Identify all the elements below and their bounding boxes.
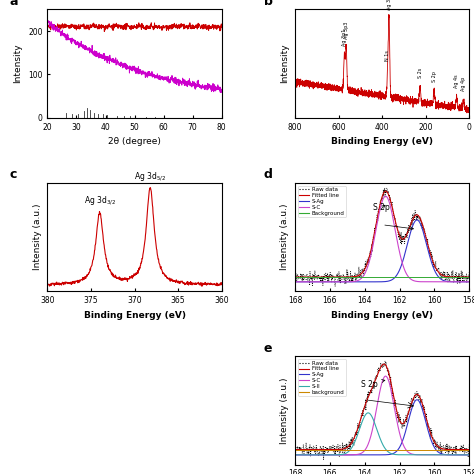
Legend: Raw data, Fitted line, S-Ag, S-C, Background: Raw data, Fitted line, S-Ag, S-C, Backgr… [298, 186, 346, 217]
Text: Ag 4s: Ag 4s [454, 74, 459, 88]
Text: S 2p: S 2p [374, 203, 390, 212]
X-axis label: 2θ (degree): 2θ (degree) [108, 137, 161, 146]
Y-axis label: Intensity (a.u.): Intensity (a.u.) [33, 204, 42, 270]
Text: Ag 3d$_{3/2}$: Ag 3d$_{3/2}$ [83, 194, 116, 207]
Text: e: e [264, 342, 272, 355]
Y-axis label: Intensity (a.u.): Intensity (a.u.) [281, 377, 290, 444]
X-axis label: Binding Energy (eV): Binding Energy (eV) [331, 310, 433, 319]
Text: Ag 3p1: Ag 3p1 [342, 29, 347, 46]
Text: Ag 3d$_{5/2}$: Ag 3d$_{5/2}$ [134, 170, 166, 182]
Text: S 2p: S 2p [432, 71, 437, 82]
Text: Ag 3p3: Ag 3p3 [344, 21, 349, 38]
Text: Ag 3d: Ag 3d [387, 0, 392, 10]
Text: a: a [9, 0, 18, 8]
Text: S 2s: S 2s [418, 68, 422, 78]
Y-axis label: Intensity: Intensity [13, 44, 22, 83]
Y-axis label: Intensity (a.u.): Intensity (a.u.) [281, 204, 290, 270]
X-axis label: Binding Energy (eV): Binding Energy (eV) [83, 310, 185, 319]
Text: S 2p: S 2p [361, 380, 385, 389]
Legend: Raw data, Fitted line, S-Ag, S-C, S-II, background: Raw data, Fitted line, S-Ag, S-C, S-II, … [298, 359, 346, 396]
Text: c: c [9, 168, 17, 182]
Y-axis label: Intensity: Intensity [281, 44, 290, 83]
Text: N 1s: N 1s [385, 50, 390, 61]
Text: Ag 4p: Ag 4p [461, 77, 466, 91]
Text: d: d [264, 168, 273, 182]
X-axis label: Binding Energy (eV): Binding Energy (eV) [331, 137, 433, 146]
Text: b: b [264, 0, 273, 8]
